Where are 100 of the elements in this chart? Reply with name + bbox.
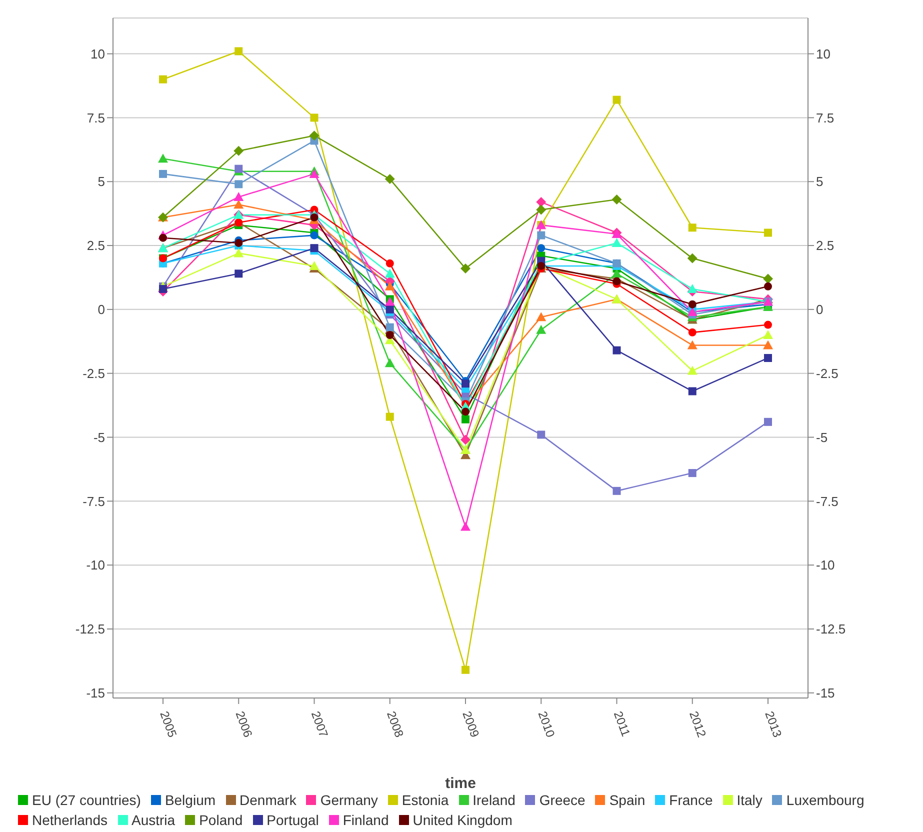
y2-tick-label: -10 <box>816 558 835 573</box>
x-tick-label: 2011 <box>610 709 634 739</box>
point <box>537 244 546 252</box>
point <box>309 130 320 141</box>
point <box>386 305 394 314</box>
point <box>309 260 320 270</box>
point <box>310 114 318 122</box>
y2-tick-label: 5 <box>816 174 824 190</box>
point <box>687 366 698 375</box>
legend-label: Luxembourg <box>786 792 864 808</box>
point <box>386 323 394 332</box>
point <box>460 522 470 531</box>
point <box>612 486 621 495</box>
legend-label: Finland <box>342 812 389 828</box>
legend-label: Denmark <box>240 792 296 808</box>
point <box>384 358 395 368</box>
y2-tick-label: -5 <box>816 430 828 445</box>
point <box>460 434 470 445</box>
x-tick-label: 2007 <box>308 709 331 740</box>
point <box>234 47 243 56</box>
point <box>687 284 698 293</box>
point <box>763 330 773 339</box>
y-tick-label: -10 <box>86 558 105 573</box>
y-tick-label: 7.5 <box>86 110 105 126</box>
point <box>462 415 470 424</box>
point <box>688 328 696 336</box>
point <box>612 277 621 286</box>
x-axis-title: time <box>445 775 476 792</box>
point <box>234 248 244 258</box>
y-tick-label: -15 <box>86 686 105 700</box>
point <box>462 666 470 674</box>
point <box>158 154 168 163</box>
point <box>384 281 395 290</box>
point <box>234 146 244 156</box>
point <box>536 312 546 322</box>
legend-label: United Kingdom <box>412 812 512 828</box>
x-tick-label: 2010 <box>535 709 558 740</box>
point <box>462 380 470 388</box>
y-tick-label: 0 <box>98 302 105 318</box>
point <box>384 268 395 278</box>
point <box>537 231 546 240</box>
y2-tick-label: -15 <box>816 686 835 700</box>
point <box>764 418 772 426</box>
legend-label: Greece <box>539 792 586 808</box>
point <box>537 430 546 439</box>
point <box>234 238 243 247</box>
y-tick-label: 5 <box>98 174 105 190</box>
y2-tick-label: 7.5 <box>816 110 834 126</box>
legend-label: Austria <box>132 812 176 828</box>
x-tick-label: 2013 <box>762 709 785 740</box>
legend-label: Italy <box>736 792 762 808</box>
point <box>764 320 772 329</box>
point <box>234 270 243 278</box>
point <box>764 354 772 362</box>
legend-label: Estonia <box>402 792 449 808</box>
point <box>159 234 167 242</box>
point <box>234 180 243 188</box>
x-tick-label: 2006 <box>232 709 256 740</box>
y2-tick-label: 2.5 <box>816 238 834 254</box>
y2-tick-label: 0 <box>816 302 824 318</box>
point <box>763 274 773 284</box>
y-tick-label: -2.5 <box>82 366 105 381</box>
y2-tick-label: 10 <box>816 46 830 62</box>
y-tick-label: 10 <box>90 46 105 62</box>
point <box>764 228 772 237</box>
x-tick-label: 2008 <box>384 709 406 740</box>
point <box>687 253 698 264</box>
point <box>536 204 546 215</box>
point <box>386 330 394 339</box>
point <box>159 75 167 84</box>
legend-label: Belgium <box>164 792 216 808</box>
point <box>536 324 546 334</box>
legend-label: Portugal <box>266 812 319 828</box>
point <box>612 96 621 104</box>
point <box>460 264 470 274</box>
point <box>536 197 546 208</box>
point <box>764 282 772 290</box>
point <box>386 412 394 421</box>
legend-label: Germany <box>320 792 378 808</box>
point <box>763 340 773 350</box>
point <box>462 408 470 416</box>
y-tick-label: -7.5 <box>82 494 105 509</box>
point <box>612 194 622 205</box>
y2-tick-label: -2.5 <box>816 366 838 381</box>
point <box>612 238 622 247</box>
point <box>612 346 621 354</box>
point <box>688 224 696 232</box>
point <box>234 200 244 209</box>
y-tick-label: -5 <box>93 430 105 445</box>
point <box>234 164 243 173</box>
point <box>384 296 395 306</box>
point <box>159 170 167 178</box>
point <box>688 300 696 308</box>
y-tick-label: -12.5 <box>75 622 105 637</box>
x-tick-label: 2009 <box>460 709 482 740</box>
x-tick-label: 2005 <box>157 709 180 740</box>
y2-tick-label: -7.5 <box>816 494 838 509</box>
y-tick-label: 2.5 <box>86 238 105 254</box>
point <box>688 469 696 478</box>
legend-label: Ireland <box>472 792 516 808</box>
